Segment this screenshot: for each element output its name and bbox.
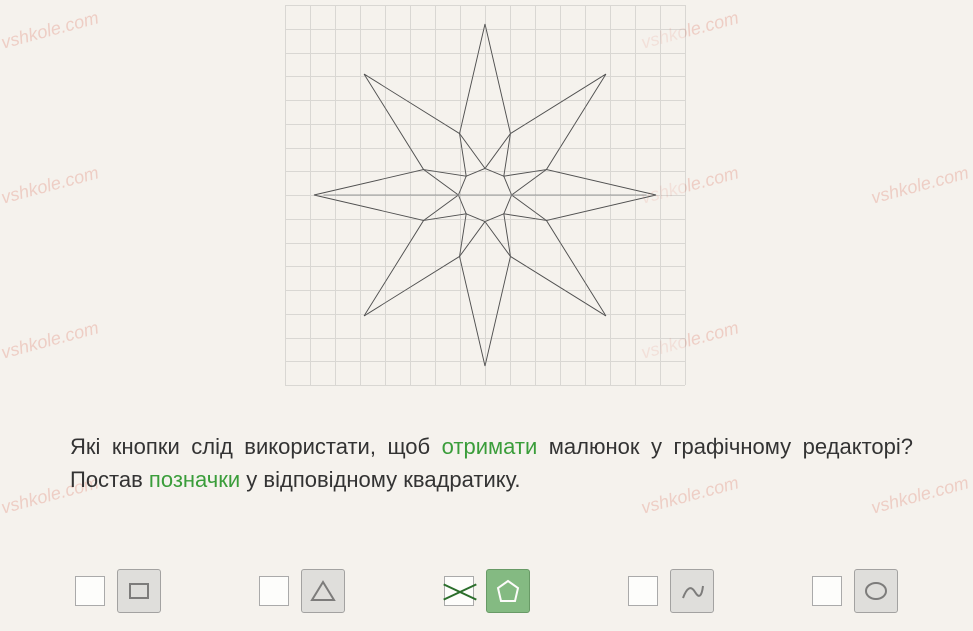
option-1 — [259, 569, 345, 613]
question-highlight1: отримати — [442, 434, 538, 459]
watermark-text: vshkole.com — [0, 7, 101, 53]
watermark-text: vshkole.com — [0, 317, 101, 363]
option-4 — [812, 569, 898, 613]
options-row — [75, 569, 898, 613]
option-0 — [75, 569, 161, 613]
option-checkbox-3[interactable] — [628, 576, 658, 606]
option-checkbox-0[interactable] — [75, 576, 105, 606]
triangle-tool-icon[interactable] — [301, 569, 345, 613]
watermark-text: vshkole.com — [0, 162, 101, 208]
curve-tool-icon[interactable] — [670, 569, 714, 613]
question-highlight2: позначки — [149, 467, 240, 492]
question-part1: Які кнопки слід використати, щоб — [70, 434, 442, 459]
circle-tool-icon[interactable] — [854, 569, 898, 613]
option-checkbox-1[interactable] — [259, 576, 289, 606]
option-checkbox-4[interactable] — [812, 576, 842, 606]
option-3 — [628, 569, 714, 613]
star-diagram — [285, 5, 685, 385]
option-checkbox-2[interactable] — [444, 576, 474, 606]
rect-tool-icon[interactable] — [117, 569, 161, 613]
option-2 — [444, 569, 530, 613]
question-text: Які кнопки слід використати, щоб отримат… — [70, 430, 913, 496]
question-part3: у відповідному квадратику. — [240, 467, 520, 492]
watermark-text: vshkole.com — [869, 162, 971, 208]
polygon-tool-icon[interactable] — [486, 569, 530, 613]
